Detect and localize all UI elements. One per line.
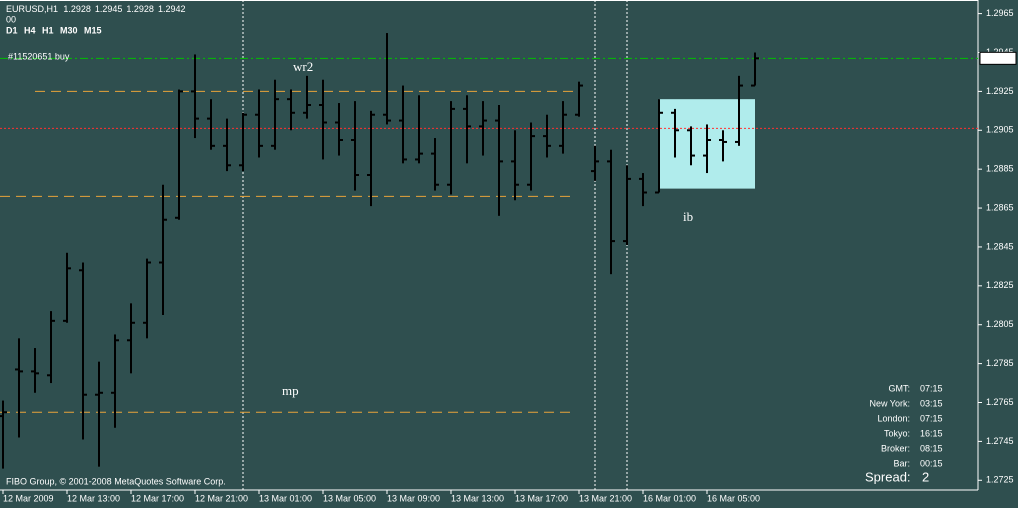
timeframe: D1	[6, 25, 18, 35]
y-tick-label: 1.2825	[986, 280, 1014, 290]
y-tick-label: 1.2805	[986, 319, 1014, 329]
x-tick-label: 12 Mar 17:00	[131, 493, 184, 503]
x-tick-label: 12 Mar 21:00	[195, 493, 248, 503]
timeframe: M15	[84, 25, 102, 35]
y-tick-label: 1.2765	[986, 397, 1014, 407]
y-tick-label: 1.2925	[986, 86, 1014, 96]
y-tick-label: 1.2725	[986, 475, 1014, 485]
info-value: 07:15	[920, 413, 943, 423]
ib-label: ib	[683, 209, 693, 224]
x-tick-label: 13 Mar 01:00	[259, 493, 312, 503]
spread-label: Spread:	[865, 469, 911, 484]
level-label: wr2	[293, 59, 313, 74]
y-tick-label: 1.2845	[986, 241, 1014, 251]
x-tick-label: 13 Mar 17:00	[515, 493, 568, 503]
info-label: Tokyo:	[884, 428, 910, 438]
x-tick-label: 16 Mar 01:00	[643, 493, 696, 503]
info-value: 08:15	[920, 443, 943, 453]
info-value: 07:15	[920, 383, 943, 393]
x-tick-label: 12 Mar 2009	[3, 493, 54, 503]
timeframe: M30	[60, 25, 78, 35]
info-label: New York:	[869, 398, 910, 408]
info-value: 00:15	[920, 458, 943, 468]
symbol: EURUSD,H1 1.2928 1.2945 1.2928 1.2942	[6, 4, 185, 14]
subheader: 00	[6, 14, 16, 24]
price-box	[979, 51, 1017, 65]
order-label: #11520651 buy	[8, 51, 70, 61]
spread-value: 2	[922, 469, 929, 484]
x-tick-label: 13 Mar 09:00	[387, 493, 440, 503]
info-value: 03:15	[920, 398, 943, 408]
timeframe: H4	[24, 25, 36, 35]
y-tick-label: 1.2785	[986, 358, 1014, 368]
y-tick-label: 1.2905	[986, 125, 1014, 135]
timeframe: H1	[42, 25, 54, 35]
y-tick-label: 1.2885	[986, 164, 1014, 174]
copyright: FIBO Group, © 2001-2008 MetaQuotes Softw…	[6, 476, 226, 486]
y-tick-label: 1.2865	[986, 202, 1014, 212]
x-tick-label: 12 Mar 13:00	[67, 493, 120, 503]
price-label: 1.2942	[984, 53, 1012, 63]
x-tick-label: 16 Mar 05:00	[707, 493, 760, 503]
y-tick-label: 1.2745	[986, 436, 1014, 446]
x-tick-label: 13 Mar 21:00	[579, 493, 632, 503]
x-tick-label: 13 Mar 13:00	[451, 493, 504, 503]
y-tick-label: 1.2965	[986, 8, 1014, 18]
x-tick-label: 13 Mar 05:00	[323, 493, 376, 503]
info-label: GMT:	[889, 383, 911, 393]
info-label: Bar:	[893, 458, 910, 468]
info-label: London:	[877, 413, 910, 423]
info-label: Broker:	[881, 443, 910, 453]
level-label: mp	[282, 383, 299, 398]
info-value: 16:15	[920, 428, 943, 438]
